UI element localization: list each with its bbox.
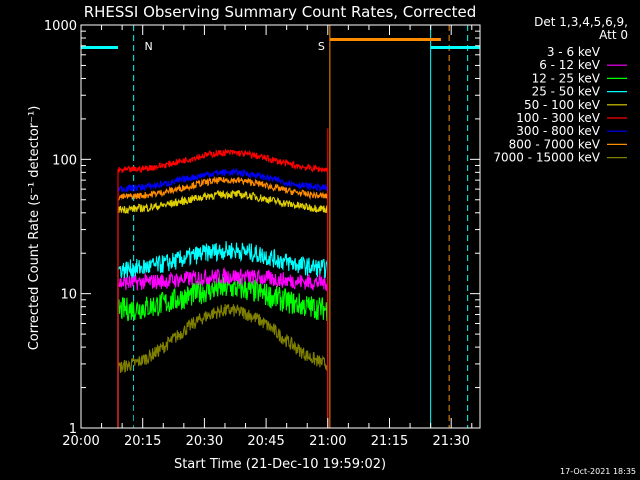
y-tick-label-1: 1	[69, 422, 77, 437]
series-12 - 25 keV	[117, 276, 329, 428]
legend-label-800 - 7000 keV: 800 - 7000 keV	[509, 137, 601, 151]
series-800 - 7000 keV	[117, 168, 329, 428]
y-tick-label-10: 10	[60, 288, 77, 303]
legend-label-3 - 6 keV: 3 - 6 keV	[547, 45, 601, 59]
x-tick-label-20:00: 20:00	[62, 434, 99, 449]
legend-header-line-1: Det 1,3,4,5,6,9,	[534, 15, 628, 29]
x-tick-label-21:15: 21:15	[371, 434, 408, 449]
flag-label-N: N	[145, 40, 153, 53]
x-tick-label-21:30: 21:30	[432, 434, 469, 449]
flag-label-S: S	[318, 40, 325, 53]
legend-label-100 - 300 keV: 100 - 300 keV	[516, 111, 600, 125]
legend-label-300 - 800 keV: 300 - 800 keV	[516, 124, 600, 138]
plot-frame	[80, 24, 481, 429]
legend-label-50 - 100 keV: 50 - 100 keV	[524, 98, 601, 112]
legend-label-7000 - 15000 keV: 7000 - 15000 keV	[493, 151, 600, 165]
y-tick-label-100: 100	[52, 153, 77, 168]
series-7000 - 15000 keV	[117, 303, 329, 428]
y-axis-label: Corrected Count Rate (s⁻¹ detector⁻¹)	[27, 106, 42, 351]
legend-label-6 - 12 keV: 6 - 12 keV	[539, 58, 601, 72]
x-tick-label-20:15: 20:15	[124, 434, 161, 449]
x-tick-label-20:45: 20:45	[247, 434, 284, 449]
series-25 - 50 keV	[117, 241, 329, 428]
series-50 - 100 keV	[117, 189, 329, 428]
series-6 - 12 keV	[117, 267, 329, 428]
x-axis-label: Start Time (21-Dec-10 19:59:02)	[174, 457, 386, 472]
series-300 - 800 keV	[117, 153, 329, 428]
y-tick-label-1000: 1000	[44, 19, 77, 34]
x-tick-label-20:30: 20:30	[186, 434, 223, 449]
footer-date: 17-Oct-2021 18:35	[560, 467, 636, 476]
legend-label-12 - 25 keV: 12 - 25 keV	[532, 71, 601, 85]
x-tick-label-21:00: 21:00	[309, 434, 346, 449]
legend-header-line-2: Att 0	[599, 28, 628, 42]
series-100 - 300 keV	[117, 128, 329, 428]
chart-title: RHESSI Observing Summary Count Rates, Co…	[84, 3, 477, 21]
legend-label-25 - 50 keV: 25 - 50 keV	[532, 85, 601, 99]
